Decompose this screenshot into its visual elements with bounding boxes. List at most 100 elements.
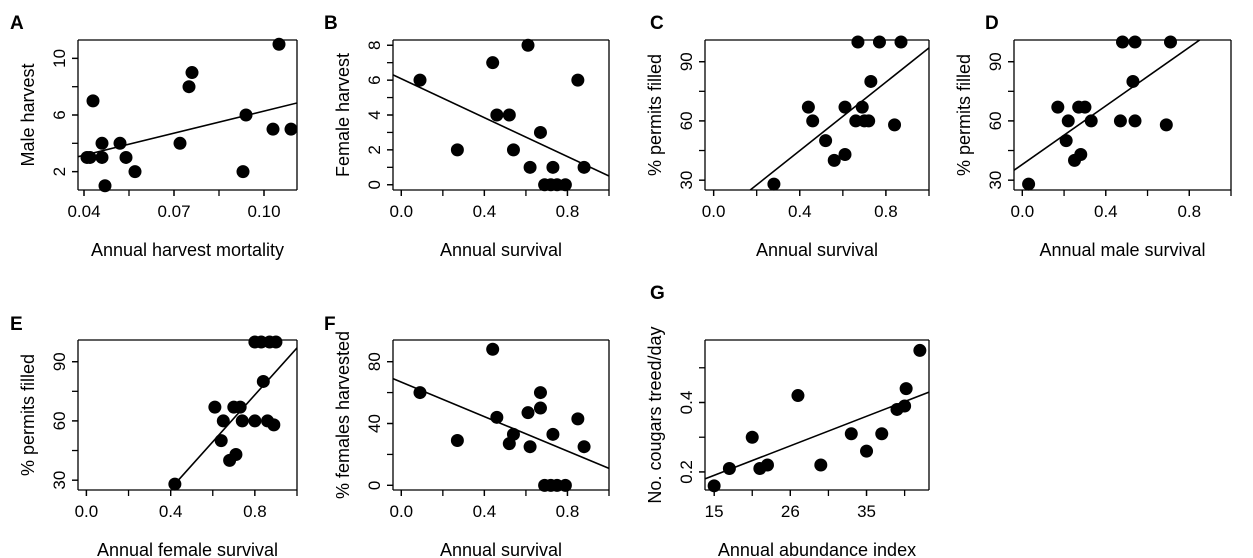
y-tick-label: 90	[986, 52, 1005, 71]
y-tick-label: 0	[365, 180, 384, 189]
x-tick-label: 0.4	[473, 502, 497, 521]
panel-letter: C	[650, 13, 664, 34]
panel-letter: G	[650, 283, 665, 304]
y-tick-label: 6	[365, 75, 384, 84]
data-point	[506, 427, 520, 441]
y-tick-label: 6	[50, 110, 69, 119]
data-point	[888, 118, 902, 132]
data-point	[1113, 114, 1127, 128]
y-tick-label: 2	[365, 145, 384, 154]
data-point	[233, 400, 247, 414]
data-point	[1126, 74, 1140, 88]
panel-letter: F	[324, 314, 336, 335]
data-point	[214, 434, 228, 448]
x-tick-label: 0.0	[702, 202, 726, 221]
y-axis-title: Female harvest	[333, 53, 353, 177]
data-point	[1051, 100, 1065, 114]
data-point	[490, 108, 504, 122]
data-point	[216, 414, 230, 428]
data-point	[838, 100, 852, 114]
data-point	[844, 427, 858, 441]
data-point	[506, 143, 520, 157]
data-point	[860, 444, 874, 458]
data-point	[1084, 114, 1098, 128]
data-point	[814, 458, 828, 472]
data-point	[185, 66, 199, 80]
data-point	[1128, 114, 1142, 128]
y-axis-title: % females harvested	[333, 331, 353, 499]
data-point	[490, 410, 504, 424]
regression-line	[749, 47, 929, 190]
x-tick-label: 0.4	[473, 202, 497, 221]
panel-a: A 0.04 0.07 0.10 2 6 10 Annual harvest mortalit…	[10, 13, 298, 260]
data-point	[229, 447, 243, 461]
data-point	[128, 165, 142, 179]
data-point	[862, 114, 876, 128]
y-tick-label: 2	[50, 167, 69, 176]
y-tick-label: 30	[677, 171, 696, 190]
regression-line	[1014, 40, 1201, 171]
data-point	[208, 400, 222, 414]
panel-b: B 0.0 0.4 0.8 0 2 4 6 8 Annual survival Female har…	[324, 13, 610, 260]
data-point	[182, 80, 196, 94]
data-point	[236, 165, 250, 179]
x-tick-label: 0.4	[788, 202, 812, 221]
data-point	[855, 100, 869, 114]
data-point	[577, 160, 591, 174]
data-point	[256, 374, 270, 388]
data-point	[899, 382, 913, 396]
y-axis-title: No. cougars treed/day	[645, 326, 665, 503]
x-tick-label: 0.0	[75, 502, 99, 521]
data-point	[284, 122, 298, 136]
x-tick-label: 26	[781, 502, 800, 521]
panel-d: D 0.0 0.4 0.8 30 60 90 Annual male survival % pe…	[954, 13, 1232, 260]
data-point	[235, 414, 249, 428]
y-tick-label: 80	[365, 352, 384, 371]
y-tick-label: 0.4	[677, 391, 696, 415]
data-point	[558, 178, 572, 192]
data-point	[413, 386, 427, 400]
x-tick-label: 0.8	[243, 502, 267, 521]
data-point	[558, 478, 572, 492]
data-point	[722, 461, 736, 475]
data-point	[767, 177, 781, 191]
data-point	[872, 35, 886, 49]
data-point	[533, 386, 547, 400]
y-tick-label: 60	[50, 411, 69, 430]
data-point	[272, 37, 286, 51]
x-tick-label: 0.10	[247, 202, 280, 221]
data-point	[521, 38, 535, 52]
y-tick-label: 90	[50, 352, 69, 371]
panel-letter: E	[10, 314, 23, 335]
data-point	[173, 136, 187, 150]
data-point	[801, 100, 815, 114]
data-point	[533, 401, 547, 415]
x-tick-label: 0.07	[157, 202, 190, 221]
x-tick-label: 0.8	[556, 202, 580, 221]
x-tick-label: 0.8	[874, 202, 898, 221]
data-point	[1061, 114, 1075, 128]
data-point	[864, 74, 878, 88]
x-tick-label: 0.0	[389, 502, 413, 521]
data-point	[450, 434, 464, 448]
x-axis-title: Annual survival	[440, 540, 562, 558]
data-point	[1078, 100, 1092, 114]
x-axis-title: Annual female survival	[97, 540, 278, 558]
panel-letter: D	[985, 13, 999, 34]
data-point	[523, 160, 537, 174]
y-tick-label: 40	[365, 414, 384, 433]
data-point	[413, 73, 427, 87]
regression-line	[393, 377, 609, 470]
data-point	[827, 153, 841, 167]
data-point	[119, 150, 133, 164]
data-point	[791, 389, 805, 403]
x-axis-title: Annual survival	[756, 240, 878, 260]
x-axis-title: Annual male survival	[1039, 240, 1205, 260]
data-point	[267, 418, 281, 432]
data-point	[745, 430, 759, 444]
data-point	[1022, 177, 1036, 191]
y-axis-title: % permits filled	[18, 354, 38, 476]
data-point	[894, 35, 908, 49]
regression-line	[78, 102, 297, 158]
